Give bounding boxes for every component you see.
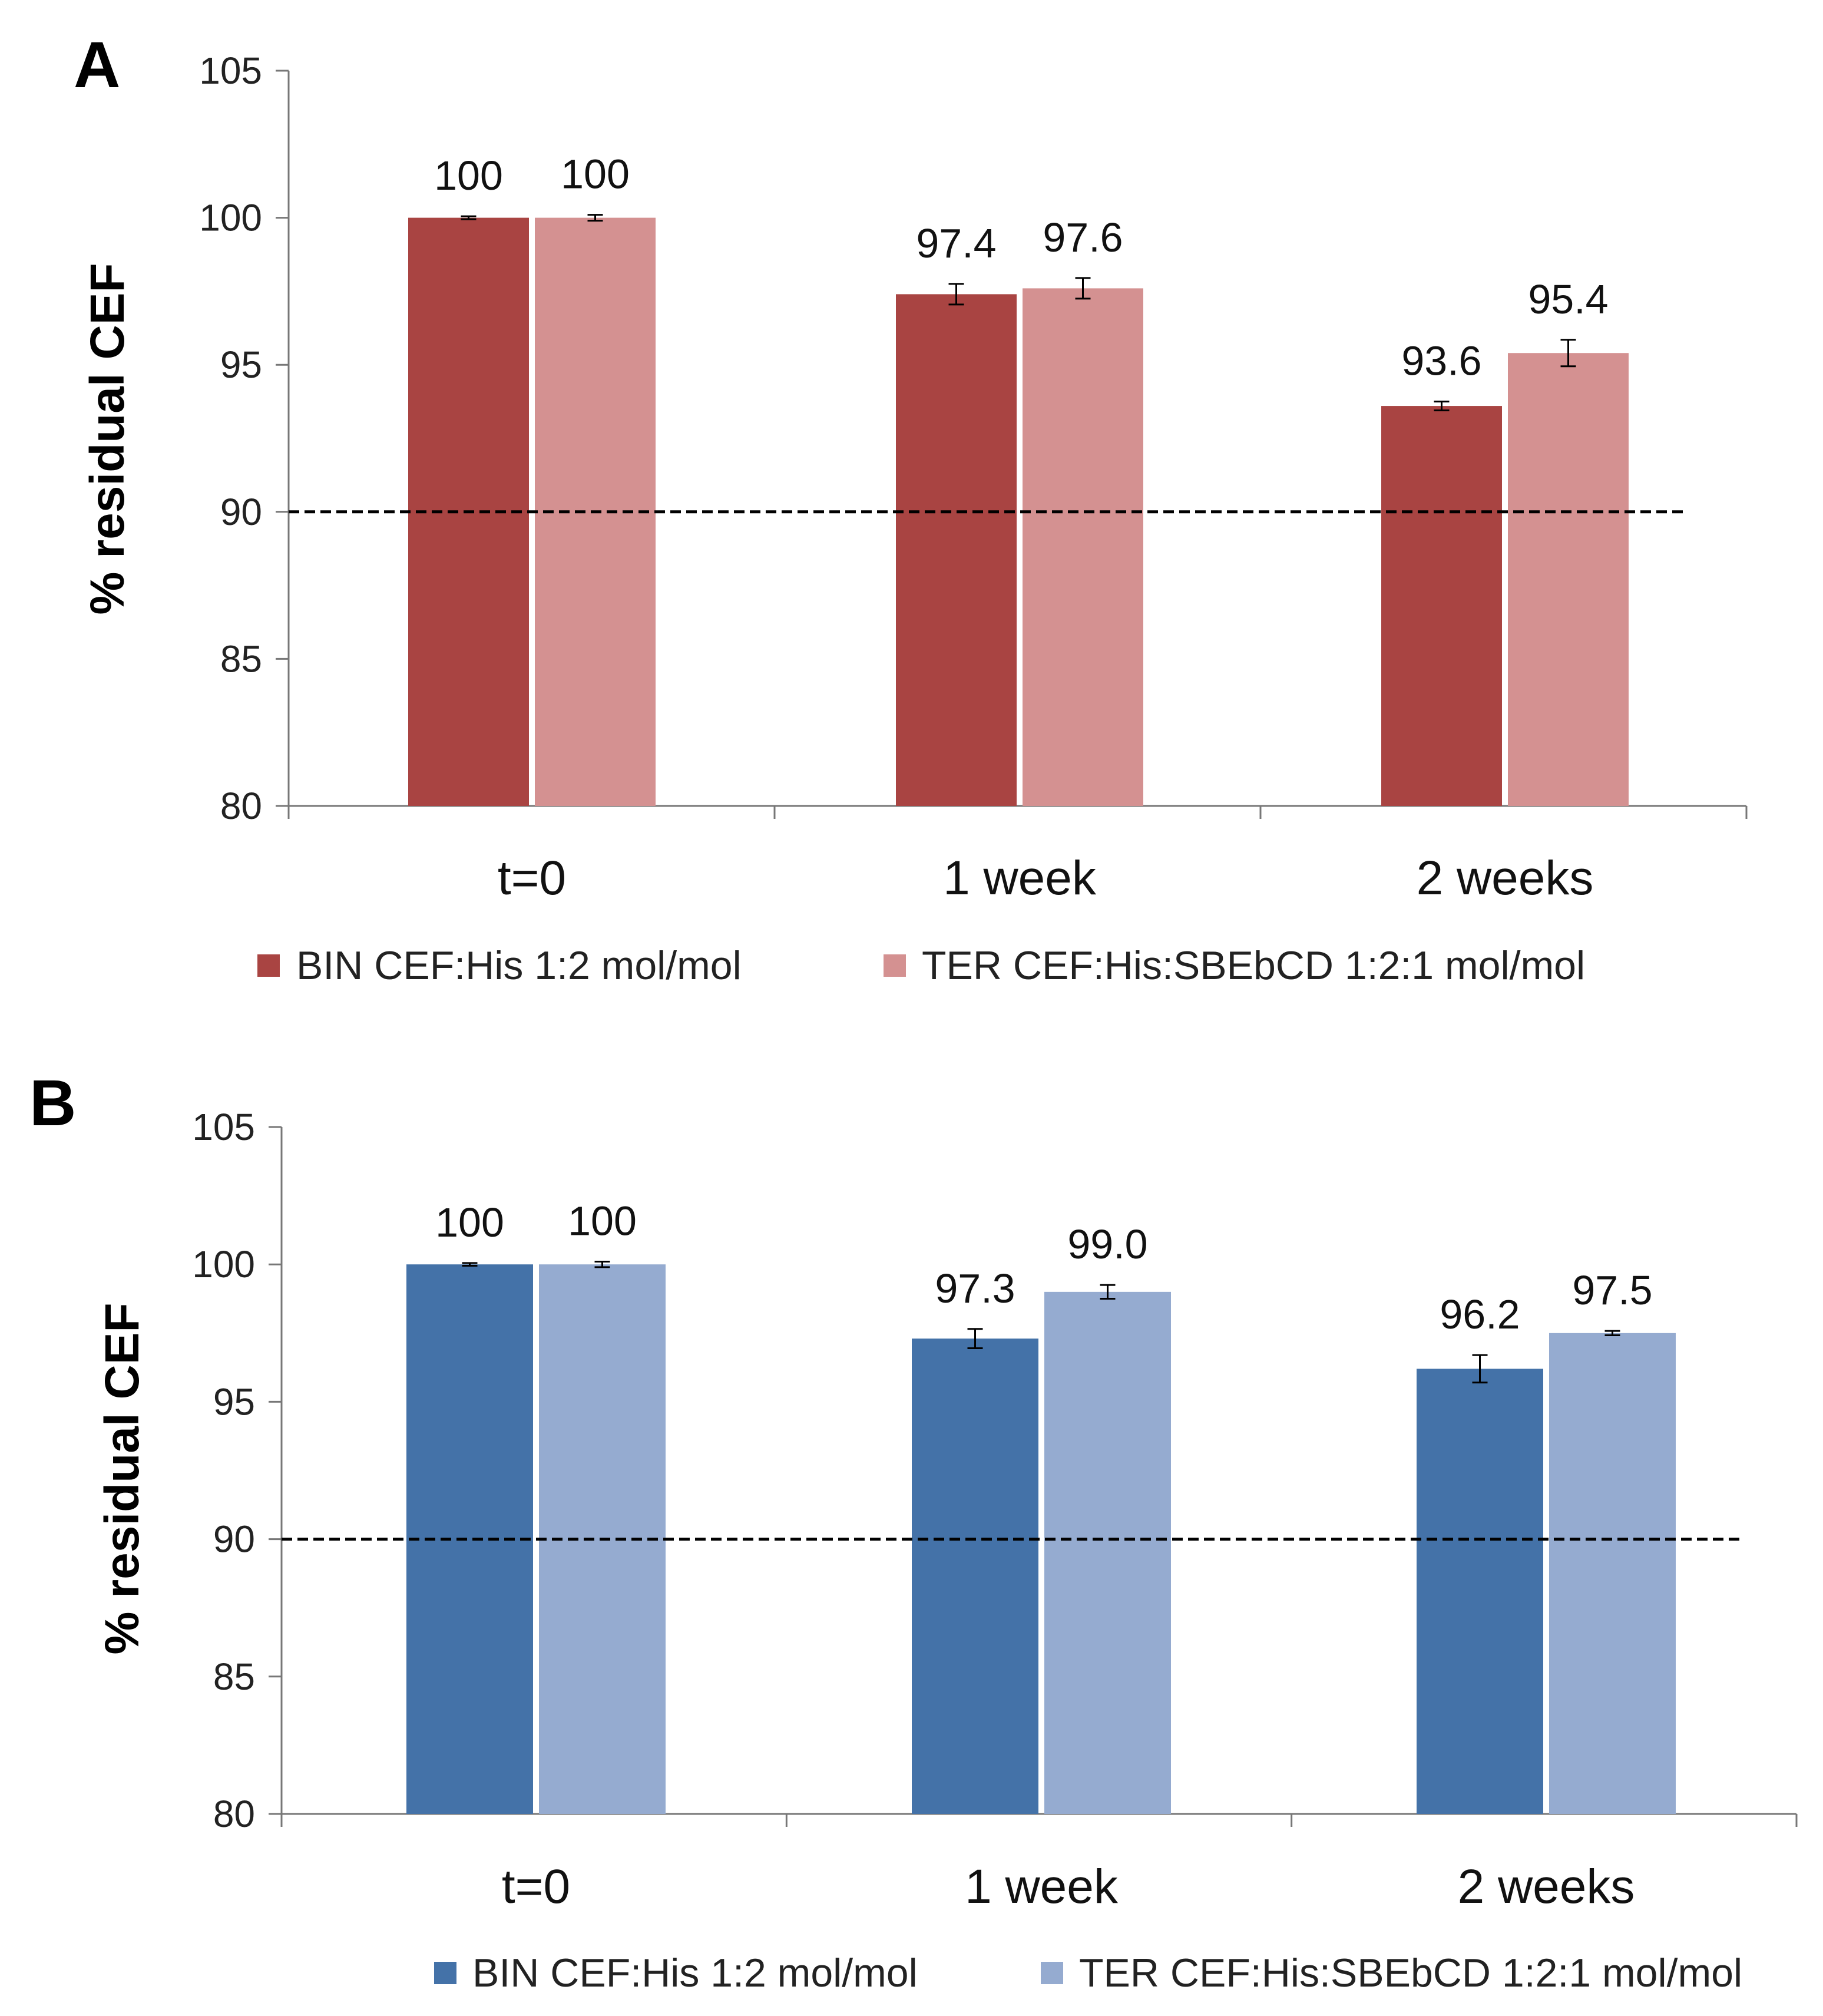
legend-label-ter-a: TER CEF:His:SBEbCD 1:2:1 mol/mol xyxy=(922,943,1585,988)
x-category-label: t=0 xyxy=(502,1860,570,1913)
data-label: 100 xyxy=(434,153,503,199)
x-category-label: t=0 xyxy=(498,851,566,905)
panel-label-a: A xyxy=(74,29,120,101)
y-tick-label: 80 xyxy=(220,785,262,827)
bar xyxy=(1381,406,1502,806)
y-tick-label: 95 xyxy=(220,343,262,386)
panel-label-b: B xyxy=(29,1067,76,1139)
bar xyxy=(1549,1333,1676,1814)
y-tick-label: 100 xyxy=(199,197,262,239)
legend-a: BIN CEF:His 1:2 mol/mol TER CEF:His:SBEb… xyxy=(257,943,1585,988)
legend-b: BIN CEF:His 1:2 mol/mol TER CEF:His:SBEb… xyxy=(434,1951,1742,1995)
data-label: 97.3 xyxy=(935,1265,1015,1311)
data-label: 100 xyxy=(561,151,630,197)
plot-area-b: 80 85 90 95 100 105 100 100 t=0 97.3 99.0 1 week 96.… xyxy=(192,1106,1798,1913)
data-label: 99.0 xyxy=(1067,1221,1147,1267)
data-label: 96.2 xyxy=(1440,1291,1520,1337)
legend-label-ter-b: TER CEF:His:SBEbCD 1:2:1 mol/mol xyxy=(1079,1951,1742,1995)
bar xyxy=(896,294,1017,807)
bar xyxy=(1508,353,1629,806)
y-axis-label-a: % residual CEF xyxy=(81,263,134,615)
plot-area-a: 80 85 90 95 100 105 100 100 t=0 97.4 97.6 1 week 93.… xyxy=(199,49,1748,905)
data-label: 100 xyxy=(435,1199,504,1245)
legend-label-bin-a: BIN CEF:His 1:2 mol/mol xyxy=(296,943,742,988)
chart-panel-a: A % residual CEF 80 85 90 95 100 105 100 100 t=0… xyxy=(74,29,1748,988)
bar xyxy=(1044,1291,1171,1814)
data-label: 97.4 xyxy=(916,220,996,266)
y-tick-label: 100 xyxy=(192,1243,255,1285)
data-label: 95.4 xyxy=(1528,276,1608,322)
y-tick-label: 95 xyxy=(213,1380,255,1423)
y-tick-label: 105 xyxy=(199,49,262,92)
legend-swatch-bin-b xyxy=(434,1962,456,1984)
y-tick-label: 85 xyxy=(213,1655,255,1698)
legend-label-bin-b: BIN CEF:His 1:2 mol/mol xyxy=(472,1951,918,1995)
bar xyxy=(1417,1369,1543,1814)
x-category-label: 1 week xyxy=(943,851,1097,905)
data-label: 100 xyxy=(568,1198,637,1244)
legend-swatch-ter-b xyxy=(1041,1962,1063,1984)
y-tick-label: 90 xyxy=(213,1518,255,1561)
y-tick-label: 85 xyxy=(220,637,262,680)
bar xyxy=(1023,288,1143,807)
legend-swatch-bin-a xyxy=(257,954,280,977)
y-tick-label: 105 xyxy=(192,1106,255,1148)
y-tick-label: 90 xyxy=(220,491,262,533)
chart-panel-b: B % residual CEF 80 85 90 95 100 105 100 100 t=0… xyxy=(29,1067,1798,1995)
bar xyxy=(912,1339,1038,1814)
data-label: 97.5 xyxy=(1572,1267,1652,1313)
data-label: 97.6 xyxy=(1043,214,1123,260)
x-category-label: 2 weeks xyxy=(1458,1860,1635,1913)
y-axis-label-b: % residual CEF xyxy=(95,1303,149,1655)
legend-swatch-ter-a xyxy=(884,954,906,977)
x-category-label: 1 week xyxy=(965,1860,1119,1913)
data-label: 93.6 xyxy=(1401,338,1481,384)
x-category-label: 2 weeks xyxy=(1417,851,1594,905)
y-tick-label: 80 xyxy=(213,1793,255,1835)
